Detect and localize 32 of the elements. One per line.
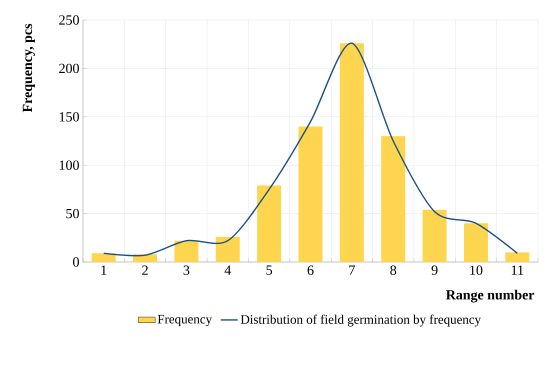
y-axis-title: Frequency, pcs bbox=[22, 24, 35, 112]
x-tick-label: 11 bbox=[512, 266, 524, 275]
legend-label: Distribution of field germination by frequency bbox=[240, 314, 481, 326]
y-tick-label: 0 bbox=[73, 257, 79, 267]
bar bbox=[381, 136, 406, 262]
x-tick-label: 9 bbox=[432, 266, 438, 275]
line-series bbox=[102, 42, 518, 256]
x-tick-label: 3 bbox=[184, 266, 190, 275]
bar bbox=[174, 240, 198, 262]
y-tick-label: 200 bbox=[59, 64, 79, 74]
bar bbox=[216, 236, 240, 262]
bar bbox=[92, 253, 116, 262]
bar bbox=[422, 210, 447, 262]
y-tick-label: 250 bbox=[59, 15, 79, 25]
x-tick-label: 8 bbox=[390, 266, 396, 275]
x-tick-label: 1 bbox=[101, 266, 106, 275]
y-tick-label: 50 bbox=[66, 208, 79, 218]
bar bbox=[464, 223, 488, 262]
x-axis-title: Range number bbox=[446, 290, 534, 302]
bar bbox=[505, 252, 530, 262]
x-tick-label: 4 bbox=[224, 266, 232, 275]
x-tick-label: 5 bbox=[266, 266, 272, 275]
x-tick-label: 2 bbox=[142, 266, 148, 275]
bar bbox=[340, 43, 364, 262]
x-tick-label: 10 bbox=[470, 266, 482, 275]
x-tick-label: 6 bbox=[308, 266, 314, 275]
y-tick-label: 100 bbox=[60, 160, 79, 170]
bar bbox=[257, 186, 282, 262]
x-tick-label: 7 bbox=[349, 266, 355, 275]
y-tick-label: 150 bbox=[60, 112, 79, 122]
legend-label: Frequency bbox=[158, 314, 212, 326]
bar bbox=[298, 126, 322, 262]
